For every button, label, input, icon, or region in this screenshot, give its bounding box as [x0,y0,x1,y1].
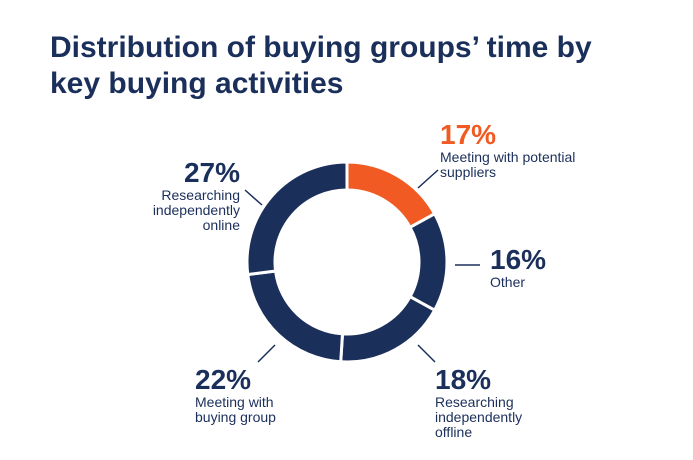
category-label: Meeting with buying group [195,394,276,425]
leader-line [257,344,276,363]
category-label: Researching independently online [152,187,240,233]
slice-label: 16% Other [490,245,590,290]
chart-title: Distribution of buying groups’ time by k… [50,31,592,100]
donut-slice [345,160,437,230]
slice-label: 17% Meeting with potential suppliers [440,120,580,180]
leader-line [244,189,263,206]
donut-slice [246,269,345,364]
slice-label: 18% Researching independently offline [435,365,555,440]
value-label: 16% [490,244,547,275]
slice-label: 27% Researching independently online [130,158,240,233]
slice-label: 22% Meeting with buying group [195,365,315,425]
value-label: 27% [183,157,240,188]
value-label: 17% [440,119,497,150]
donut-slice [339,294,437,364]
leader-line [417,169,439,189]
category-label: Meeting with potential suppliers [440,149,576,180]
value-label: 22% [195,364,252,395]
leader-line [417,344,436,363]
value-label: 18% [435,364,492,395]
donut-slice [408,211,449,313]
category-label: Other [490,274,526,290]
donut-slice [245,160,349,277]
category-label: Researching independently offline [435,394,523,440]
